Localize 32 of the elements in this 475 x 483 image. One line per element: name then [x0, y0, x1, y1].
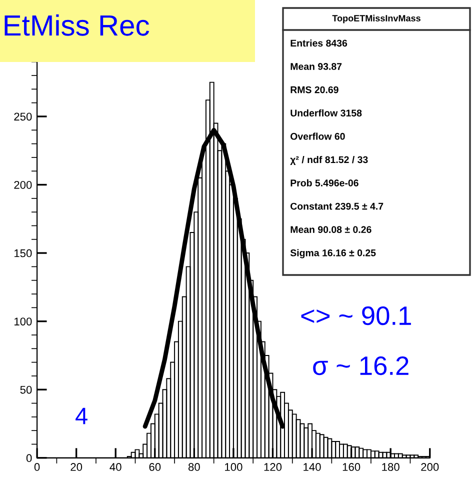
- annotation: Constant 239.5 ± 4.7: [290, 202, 384, 210]
- y-tick-label: 50: [20, 386, 32, 394]
- x-tick-label: 40: [110, 463, 122, 471]
- annotation: χ² / ndf 81.52 / 33: [290, 156, 368, 166]
- chart-title: EtMiss Rec: [4, 14, 150, 36]
- annotation: RMS 20.69: [290, 86, 338, 94]
- annotation: Mean 90.08 ± 0.26: [290, 226, 372, 234]
- x-tick-label: 20: [70, 463, 82, 471]
- x-tick-label: 180: [382, 463, 400, 471]
- annotation: 4: [76, 408, 88, 424]
- annotation: Overflow 60: [290, 132, 345, 140]
- text: TopoETMissInvMass: [332, 14, 420, 24]
- x-tick-label: 120: [264, 463, 282, 471]
- y-tick-label: 100: [14, 318, 32, 326]
- y-tick-label: 150: [14, 249, 32, 258]
- text: Entries 8436: [290, 39, 348, 47]
- x-tick-label: 100: [225, 463, 242, 471]
- y-tick-label: 250: [14, 112, 32, 121]
- x-tick-label: 60: [149, 463, 161, 471]
- annotation: Mean 93.87: [290, 63, 342, 70]
- x-tick-label: 140: [304, 463, 321, 471]
- annotation: σ ~ 16.2: [313, 356, 408, 376]
- annotation: <> ~ 90.1: [301, 306, 411, 326]
- x-tick-label: 160: [342, 463, 360, 471]
- annotation: Underflow 3158: [290, 109, 362, 117]
- x-tick-label: 200: [421, 463, 439, 471]
- y-tick-label: 0: [26, 454, 32, 462]
- annotation: Sigma 16.16 ± 0.25: [290, 249, 376, 258]
- x-tick-label: 0: [34, 463, 40, 471]
- annotation: Prob 5.496e-06: [290, 179, 358, 186]
- x-tick-label: 80: [188, 463, 200, 471]
- y-tick-label: 200: [14, 181, 32, 189]
